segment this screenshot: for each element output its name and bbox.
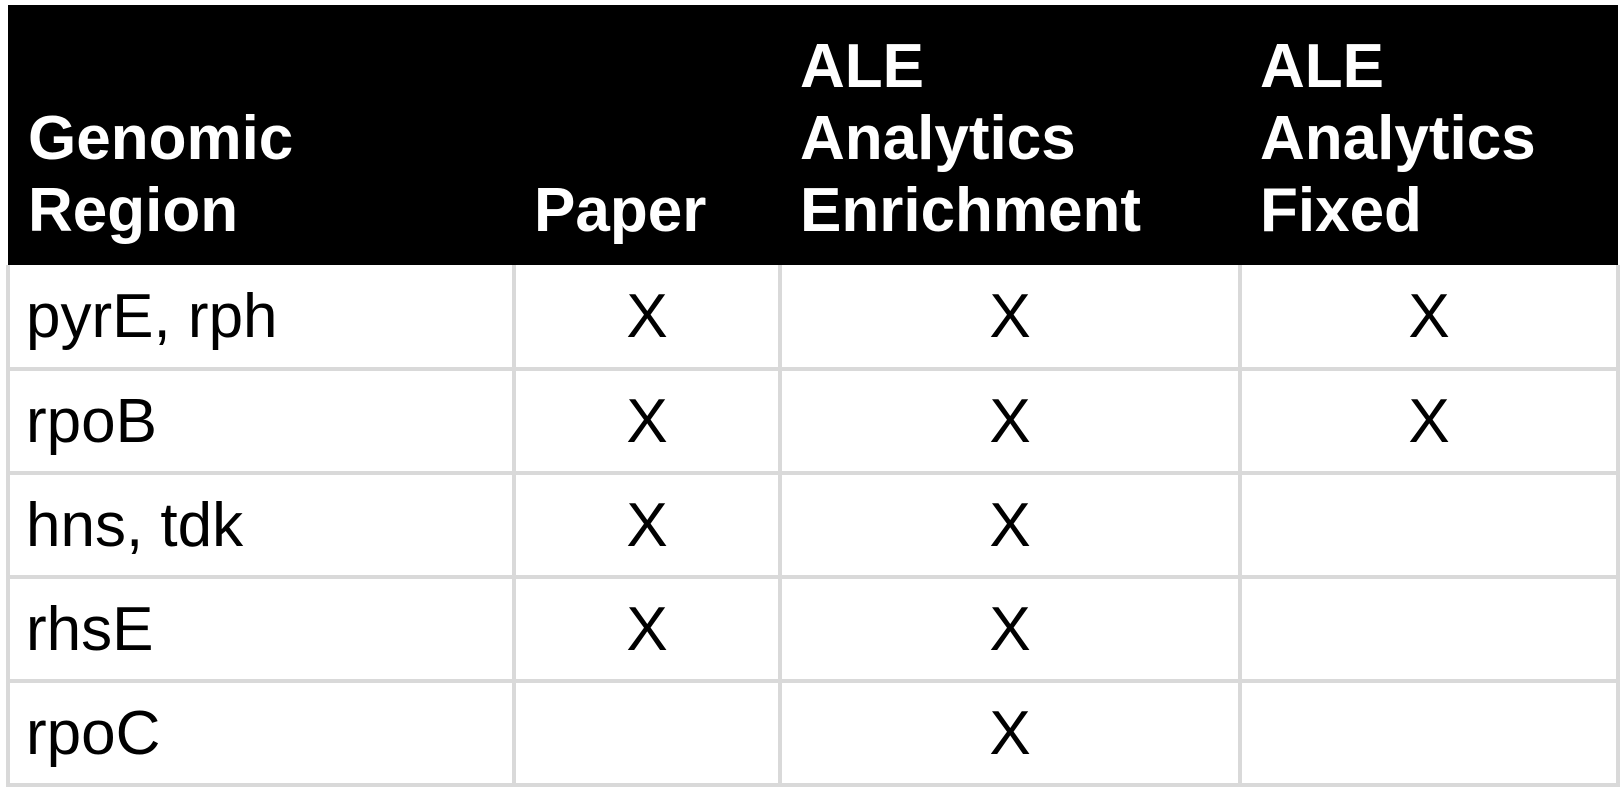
- cell-paper: X: [512, 471, 782, 579]
- cell-paper: X: [512, 575, 782, 683]
- cell-region: pyrE, rph: [6, 265, 516, 371]
- cell-fixed: [1238, 471, 1620, 579]
- header-line: ALE: [1260, 32, 1384, 101]
- header-row: Genomic Region Paper ALE Analytics Enric…: [8, 5, 1618, 265]
- header-line: Paper: [534, 176, 707, 245]
- table-row: rpoB X X X: [6, 367, 1620, 475]
- cell-enrichment: X: [778, 679, 1242, 787]
- table-row: pyrE, rph X X X: [6, 265, 1620, 371]
- header-paper: Paper: [514, 5, 780, 265]
- header-ale-analytics-fixed: ALE Analytics Fixed: [1240, 5, 1618, 265]
- table-row: hns, tdk X X: [6, 471, 1620, 579]
- header-line: Enrichment: [800, 176, 1142, 245]
- cell-paper: [512, 679, 782, 787]
- cell-fixed: X: [1238, 367, 1620, 475]
- cell-fixed: [1238, 679, 1620, 787]
- cell-region: rhsE: [6, 575, 516, 683]
- header-line: ALE: [800, 32, 924, 101]
- table-body: pyrE, rph X X X rpoB X X X hns, tdk X X …: [6, 265, 1620, 787]
- header-ale-analytics-enrichment: ALE Analytics Enrichment: [780, 5, 1240, 265]
- header-line: Region: [28, 176, 239, 245]
- header-line: Analytics: [1260, 104, 1536, 173]
- cell-paper: X: [512, 367, 782, 475]
- cell-enrichment: X: [778, 575, 1242, 683]
- cell-region: hns, tdk: [6, 471, 516, 579]
- genomic-region-table: Genomic Region Paper ALE Analytics Enric…: [6, 5, 1620, 787]
- cell-region: rpoB: [6, 367, 516, 475]
- header-line: Genomic: [28, 104, 294, 173]
- cell-region: rpoC: [6, 679, 516, 787]
- header-genomic-region: Genomic Region: [8, 5, 514, 265]
- cell-fixed: X: [1238, 265, 1620, 371]
- cell-paper: X: [512, 265, 782, 371]
- cell-enrichment: X: [778, 367, 1242, 475]
- header-line: Analytics: [800, 104, 1076, 173]
- cell-fixed: [1238, 575, 1620, 683]
- table-header: Genomic Region Paper ALE Analytics Enric…: [8, 5, 1618, 265]
- table-row: rpoC X: [6, 679, 1620, 787]
- cell-enrichment: X: [778, 471, 1242, 579]
- table-row: rhsE X X: [6, 575, 1620, 683]
- genomic-region-table-container: Genomic Region Paper ALE Analytics Enric…: [6, 5, 1620, 787]
- cell-enrichment: X: [778, 265, 1242, 371]
- header-line: Fixed: [1260, 176, 1422, 245]
